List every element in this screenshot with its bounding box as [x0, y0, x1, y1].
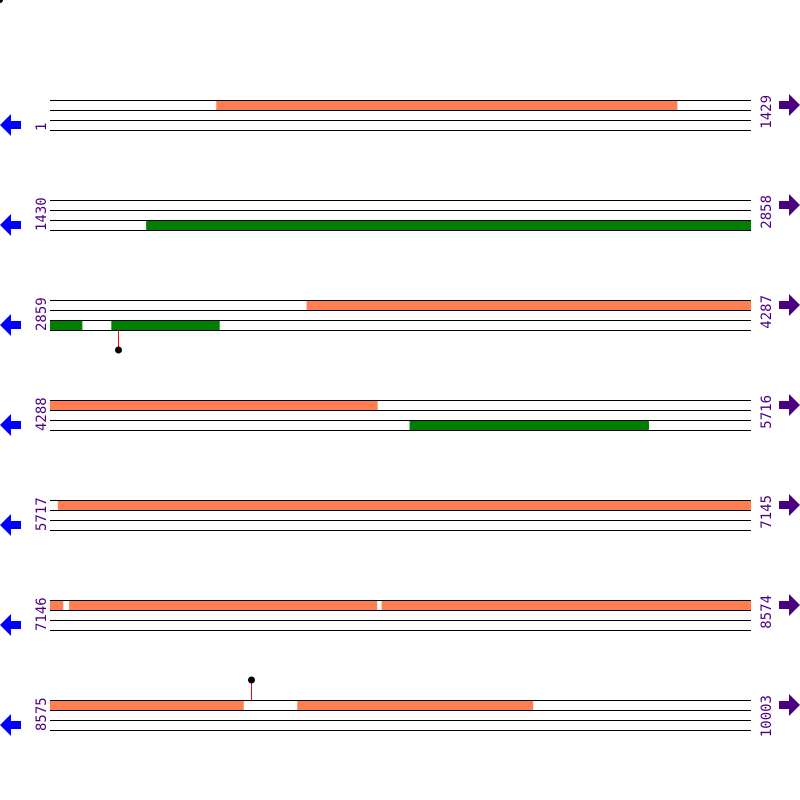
row-start-label: 1430	[34, 197, 50, 231]
arrow-right-icon	[779, 394, 800, 416]
marker-head	[248, 676, 255, 684]
feature-green	[111, 320, 220, 330]
sequence-row: 8575 10003	[0, 676, 800, 737]
arrow-left-icon	[0, 614, 21, 636]
arrow-left-icon	[0, 214, 21, 236]
sequence-row: 4288 5716	[0, 394, 800, 436]
arrow-right-icon	[779, 294, 800, 316]
marker-head	[115, 346, 122, 354]
row-start-label: 4288	[34, 397, 50, 431]
arrow-left-icon	[0, 114, 21, 136]
sequence-row: 5717 7145	[0, 494, 800, 536]
arrow-left-icon	[0, 414, 21, 436]
arrow-right-icon	[779, 694, 800, 716]
feature-orange	[216, 100, 678, 110]
row-end-label: 10003	[759, 695, 775, 737]
feature-green	[50, 320, 83, 330]
feature-green	[146, 220, 751, 230]
feature-orange	[57, 500, 751, 510]
arrow-right-icon	[779, 494, 800, 516]
arrow-left-icon	[0, 514, 21, 536]
feature-orange	[69, 600, 378, 610]
sequence-row: 1 1429	[0, 94, 800, 136]
feature-orange	[50, 400, 378, 410]
feature-orange	[50, 600, 64, 610]
row-start-label: 2859	[34, 297, 50, 331]
row-end-label: 1429	[759, 95, 775, 129]
arrow-left-icon	[0, 714, 21, 736]
row-start-label: 5717	[34, 497, 50, 531]
row-start-label: 1	[34, 123, 50, 131]
corner-dot	[0, 0, 3, 3]
row-start-label: 7146	[34, 597, 50, 631]
arrow-right-icon	[779, 194, 800, 216]
row-end-label: 5716	[759, 395, 775, 429]
row-end-label: 2858	[759, 195, 775, 229]
row-end-label: 7145	[759, 495, 775, 529]
feature-orange	[306, 300, 751, 310]
feature-orange	[381, 600, 751, 610]
feature-green	[409, 420, 649, 430]
sequence-row: 7146 8574	[0, 594, 800, 636]
row-end-label: 8574	[759, 595, 775, 629]
feature-orange	[50, 700, 244, 710]
sequence-row: 1430 2858	[0, 194, 800, 236]
arrow-right-icon	[779, 94, 800, 116]
sequence-row: 2859 4287	[0, 294, 800, 354]
row-start-label: 8575	[34, 697, 50, 731]
feature-orange	[297, 700, 534, 710]
row-end-label: 4287	[759, 295, 775, 329]
arrow-right-icon	[779, 594, 800, 616]
arrow-left-icon	[0, 314, 21, 336]
